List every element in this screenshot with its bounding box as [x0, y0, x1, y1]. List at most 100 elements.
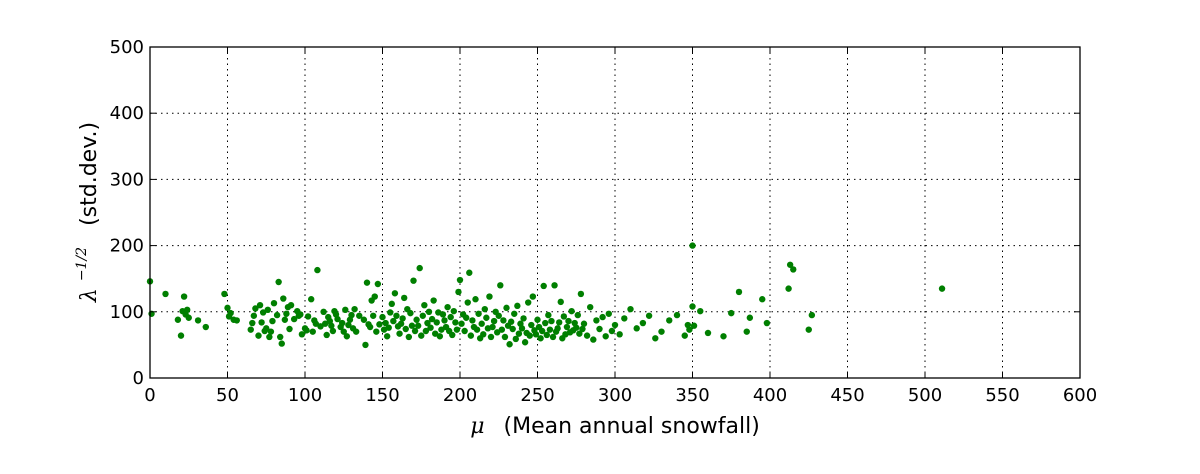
data-point — [320, 308, 327, 315]
x-tick-label: 100 — [288, 385, 322, 406]
y-axis-label: λ −1/2 (std.dev.) — [67, 122, 102, 303]
data-point — [401, 294, 408, 302]
data-point — [487, 333, 495, 341]
data-point — [478, 320, 485, 327]
data-point — [697, 307, 704, 315]
data-point — [532, 331, 540, 338]
data-point — [348, 311, 355, 319]
data-point — [379, 313, 386, 321]
data-point — [563, 323, 571, 331]
data-point — [464, 299, 471, 306]
data-point — [785, 285, 792, 292]
data-point — [263, 325, 270, 332]
data-point — [362, 341, 369, 349]
data-point — [438, 326, 445, 333]
data-point — [577, 290, 585, 298]
axis-ticks: 0 50 100 150 200 250 300 350 400 450 500 550 600 0 100… — [110, 37, 1098, 406]
data-point — [557, 298, 564, 306]
data-point — [233, 317, 240, 324]
data-point — [704, 329, 712, 337]
data-point — [529, 293, 537, 300]
data-point — [511, 310, 518, 317]
data-point — [408, 322, 416, 329]
data-point — [759, 296, 766, 303]
data-point — [489, 323, 496, 331]
data-point — [370, 312, 377, 319]
x-axis-symbol: μ — [470, 414, 484, 439]
data-point — [422, 327, 430, 335]
data-point — [280, 295, 287, 302]
data-point — [520, 315, 527, 322]
data-point — [467, 332, 475, 339]
data-point — [763, 319, 771, 327]
data-point — [515, 330, 523, 337]
data-point — [498, 326, 506, 333]
data-point — [329, 327, 337, 335]
data-point — [391, 290, 399, 297]
data-point — [383, 333, 391, 340]
y-tick-label: 100 — [110, 302, 144, 323]
data-point — [356, 312, 363, 319]
data-point — [652, 335, 659, 342]
data-point — [360, 316, 368, 323]
data-point — [689, 242, 696, 249]
data-point — [469, 317, 476, 324]
data-point — [277, 333, 284, 341]
data-point — [627, 305, 634, 313]
data-point — [538, 327, 546, 335]
data-point — [185, 314, 192, 321]
data-point — [309, 328, 316, 335]
data-point — [177, 332, 185, 339]
y-tick-label: 0 — [133, 368, 144, 389]
data-point — [611, 321, 619, 329]
data-point — [658, 328, 665, 335]
data-point — [351, 305, 358, 313]
data-point — [162, 290, 169, 298]
data-point — [583, 332, 591, 339]
data-point — [456, 276, 464, 284]
data-point — [269, 317, 276, 325]
data-point — [433, 319, 440, 326]
data-point — [590, 336, 597, 343]
data-point — [596, 325, 603, 333]
data-point — [686, 326, 693, 333]
data-point — [616, 331, 623, 338]
data-point — [374, 280, 382, 288]
data-point — [463, 314, 470, 321]
data-point — [430, 297, 437, 304]
data-point — [413, 316, 420, 323]
x-tick-label: 350 — [675, 385, 709, 406]
data-point — [689, 303, 696, 310]
y-tick-label: 300 — [110, 169, 144, 190]
data-point — [255, 332, 262, 339]
data-point — [449, 331, 456, 339]
x-tick-label: 250 — [520, 385, 554, 406]
data-point — [328, 322, 335, 329]
data-point — [560, 313, 568, 320]
data-point — [790, 266, 797, 273]
y-axis-symbol: λ — [77, 288, 102, 303]
data-point — [343, 333, 351, 340]
data-point — [399, 315, 406, 322]
data-point — [509, 325, 516, 333]
data-point — [363, 279, 371, 286]
y-tick-label: 400 — [110, 103, 144, 124]
x-tick-label: 600 — [1063, 385, 1097, 406]
data-point — [574, 311, 581, 319]
data-point — [458, 320, 465, 327]
data-point — [551, 282, 558, 289]
data-point — [297, 311, 304, 318]
data-point — [549, 333, 557, 341]
data-point — [605, 310, 612, 317]
data-point — [494, 329, 501, 336]
data-point — [270, 299, 278, 307]
data-point — [259, 309, 267, 316]
data-points — [146, 242, 946, 349]
data-point — [450, 307, 457, 315]
data-point — [250, 312, 258, 319]
x-tick-label: 400 — [753, 385, 787, 406]
data-point — [405, 333, 413, 341]
data-point — [728, 309, 735, 317]
data-point — [639, 319, 647, 327]
data-point — [416, 264, 423, 272]
